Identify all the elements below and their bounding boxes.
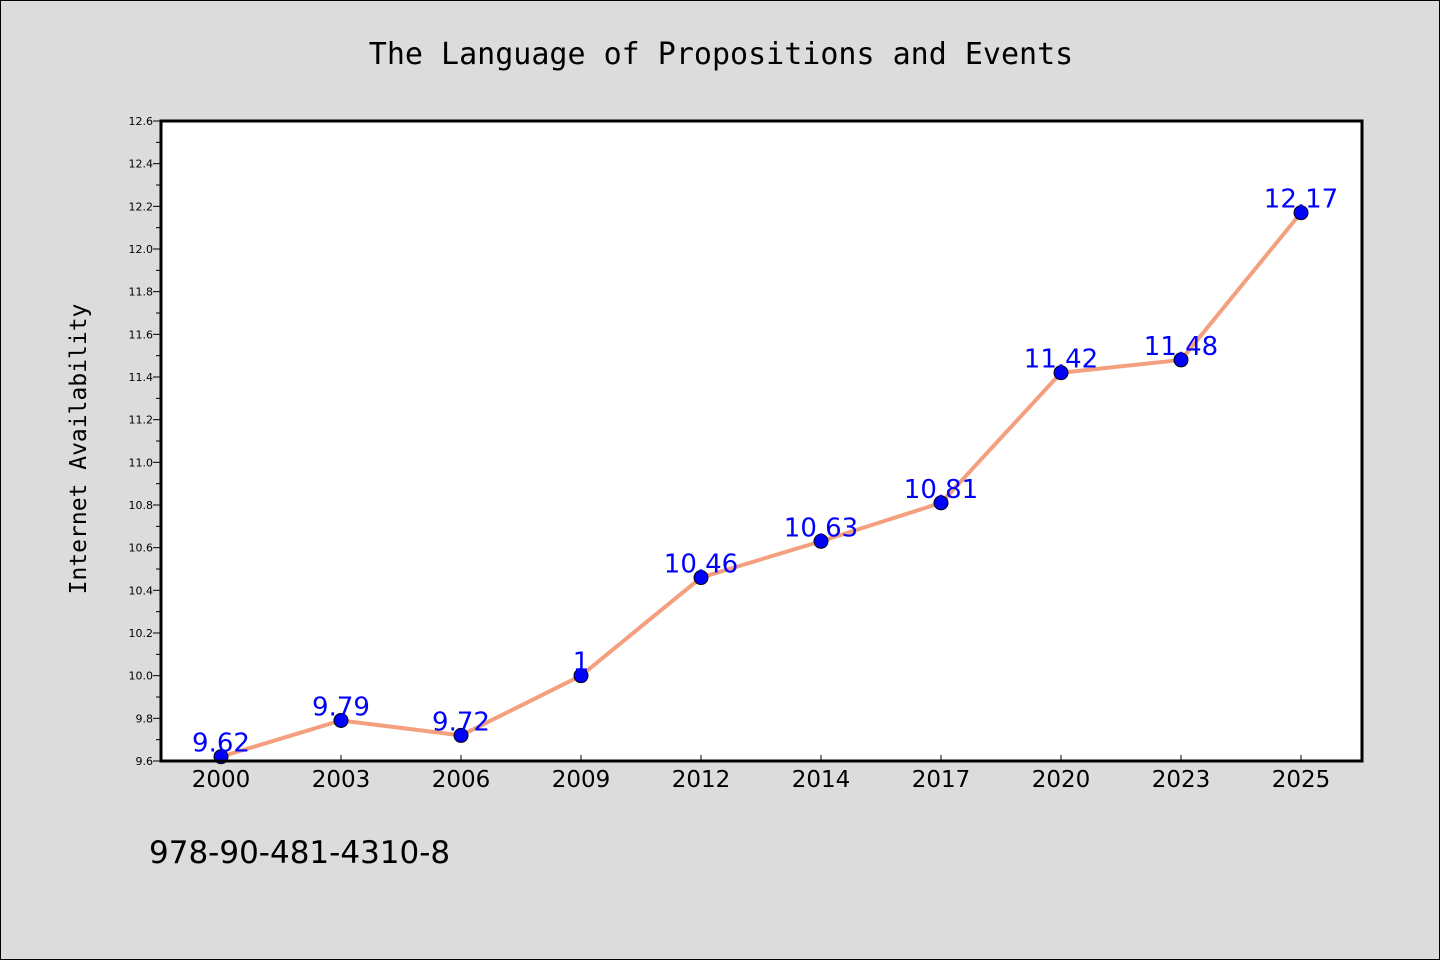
y-tick-label: 10.8 [129,499,154,512]
data-point [453,727,469,743]
data-point [693,570,709,586]
y-tick-label: 9.6 [136,755,154,768]
series-line [220,211,1303,759]
data-point [1173,352,1189,368]
data-point [1293,205,1309,221]
y-tick-label: 10.2 [129,627,154,640]
y-tick-label: 12.2 [129,200,154,213]
data-label: 10.46 [664,550,738,580]
y-tick-label: 11.8 [129,286,154,299]
data-label: 10.81 [904,475,978,505]
x-tick-label: 2020 [1032,767,1091,793]
y-tick-label: 11.6 [129,328,154,341]
x-tick-label: 2006 [432,767,491,793]
x-tick-label: 2012 [672,767,731,793]
y-tick-label: 11.0 [129,456,154,469]
data-label: 11.42 [1024,345,1098,375]
plot-area [161,121,1362,761]
data-label: 9.79 [312,692,370,722]
data-label: 9.62 [192,729,250,759]
y-tick-label: 11.2 [129,414,154,427]
y-axis-label: Internet Availability [66,304,92,595]
data-point [933,495,949,511]
data-point [813,533,829,549]
y-tick-label: 10.4 [129,584,154,597]
y-tick-label: 12.6 [129,115,154,128]
data-label: 12.17 [1264,185,1338,215]
y-tick-label: 12.0 [129,243,154,256]
data-point [573,668,589,684]
data-point [1053,365,1069,381]
chart-title: The Language of Propositions and Events [369,37,1073,72]
data-labels: 9.62 9.79 9.72 1 10.46 10.63 10.81 11.42 11.48 12… [192,185,1338,759]
x-tick-label: 2009 [552,767,611,793]
y-tick-label: 10.6 [129,542,154,555]
y-tick-label: 10.0 [129,670,154,683]
x-tick-label: 2000 [192,767,251,793]
data-label: 11.48 [1144,332,1218,362]
x-axis: 2000 2003 2006 2009 2012 2014 2017 2020 2023 2025 [192,755,1331,793]
isbn-text: 978-90-481-4310-8 [149,835,451,871]
data-label: 10.63 [784,513,858,543]
series-markers [213,205,1309,765]
x-tick-label: 2023 [1152,767,1211,793]
y-axis: 9.6 9.8 10.0 10.2 10.4 10.6 10.8 11.0 11.2 11.4 11… [129,115,161,768]
y-tick-label: 11.4 [129,371,154,384]
x-tick-label: 2003 [312,767,371,793]
y-tick-label: 12.4 [129,158,154,171]
data-label: 9.72 [432,707,490,737]
plot-frame [159,119,1364,763]
data-point [333,712,349,728]
data-label: 1 [573,648,590,678]
x-tick-label: 2014 [792,767,851,793]
x-tick-label: 2017 [912,767,971,793]
y-tick-label: 9.8 [136,712,154,725]
x-tick-label: 2025 [1272,767,1331,793]
